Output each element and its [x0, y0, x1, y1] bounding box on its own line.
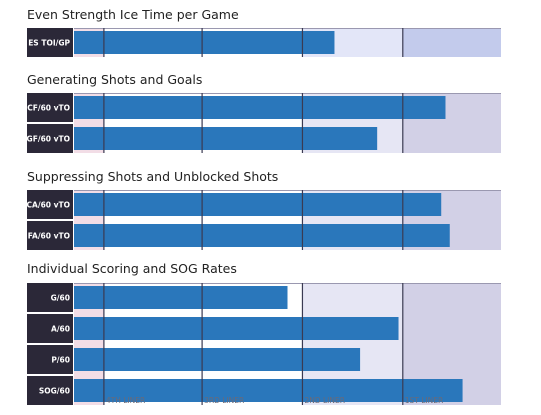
data-bar: [74, 286, 288, 309]
data-bar: [74, 348, 361, 371]
row-label-bg: [27, 28, 73, 57]
row-label-bg: [27, 124, 73, 153]
chart-section: Generating Shots and Goals CF/60 vTO GF/60…: [27, 72, 501, 153]
section-title: Generating Shots and Goals: [27, 72, 202, 87]
row-label-bg: [27, 376, 73, 405]
zone-label: 1ST LINER: [405, 396, 443, 405]
data-bar: [74, 379, 463, 402]
row-label: SOG/60: [39, 387, 70, 396]
data-bar: [74, 31, 335, 54]
data-bar: [74, 317, 399, 340]
section-title: Individual Scoring and SOG Rates: [27, 261, 237, 276]
row-label: FA/60 vTO: [28, 232, 70, 241]
row-label: ES TOI/GP: [28, 39, 70, 48]
chart-section: Individual Scoring and SOG Rates G/60 A/60…: [27, 261, 501, 405]
row-label-bg: [27, 190, 73, 219]
data-bar: [74, 96, 446, 119]
row-label: A/60: [51, 325, 70, 334]
zone-label: 4TH LINER: [106, 396, 145, 405]
data-bar: [74, 127, 378, 150]
row-label: G/60: [51, 294, 70, 303]
row-label: CF/60 vTO: [27, 104, 70, 113]
zone-label: 3RD LINER: [204, 396, 244, 405]
data-bar: [74, 224, 450, 247]
section-title: Even Strength Ice Time per Game: [27, 7, 239, 22]
data-bar: [74, 193, 442, 216]
row-label-bg: [27, 314, 73, 343]
zone-band-1st: [402, 28, 501, 57]
row-label: GF/60 vTO: [27, 135, 70, 144]
row-label: P/60: [51, 356, 70, 365]
row-label-bg: [27, 221, 73, 250]
section-title: Suppressing Shots and Unblocked Shots: [27, 169, 278, 184]
zone-label: 2ND LINER: [304, 396, 345, 405]
chart-section: Suppressing Shots and Unblocked Shots CA/…: [27, 169, 501, 250]
row-label-bg: [27, 283, 73, 312]
row-label-bg: [27, 345, 73, 374]
row-label: CA/60 vTO: [27, 201, 70, 210]
chart-section: Even Strength Ice Time per Game ES TOI/GP: [27, 7, 501, 57]
row-label-bg: [27, 93, 73, 122]
